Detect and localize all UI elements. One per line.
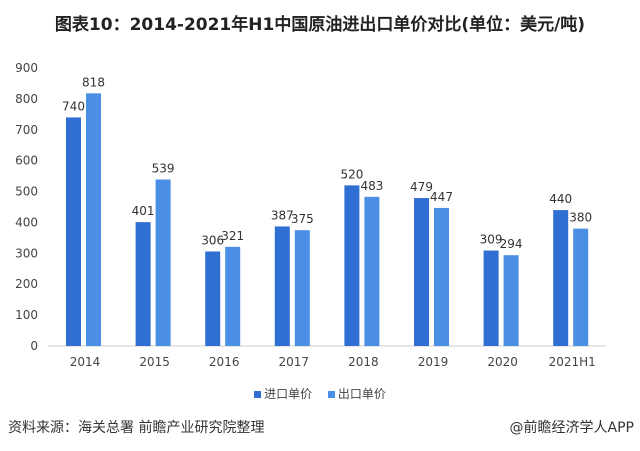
data-label: 380 [569,211,592,225]
bar [66,117,81,346]
bar [86,93,101,346]
data-label: 740 [62,99,85,113]
y-tick-label: 700 [15,123,38,137]
bar [573,228,589,346]
bar [483,250,499,346]
data-label: 387 [271,208,294,222]
source-note: 资料来源：海关总署 前瞻产业研究院整理 [8,420,265,436]
bar [205,251,221,346]
y-tick-label: 400 [15,215,38,229]
bar [135,222,151,346]
y-tick-label: 200 [15,277,38,291]
chart-plot: 0 100 200 300 400 500 600 700 800 900 2014 740 818 20… [15,61,606,369]
y-tick-label: 600 [15,154,38,168]
data-label: 440 [549,192,572,206]
y-tick-label: 0 [30,339,38,353]
bar [155,179,171,346]
data-label: 294 [500,237,523,251]
data-label: 306 [201,233,224,247]
y-tick-label: 100 [15,308,38,322]
legend-item-export[interactable]: 出口单价 [327,385,386,402]
y-tick-label: 300 [15,246,38,260]
data-label: 309 [480,233,503,247]
y-tick-label: 800 [15,92,38,106]
data-label: 479 [410,180,433,194]
legend-swatch [327,391,335,398]
x-tick-label: 2017 [279,355,310,369]
bar [344,185,360,346]
data-label: 539 [152,162,175,176]
data-label: 520 [340,167,363,181]
x-tick-label: 2014 [70,355,101,369]
data-label: 321 [221,229,244,243]
bar [434,207,449,346]
y-tick-label: 500 [15,185,38,199]
x-tick-label: 2015 [139,355,170,369]
legend: 进口单价 出口单价 [0,385,640,402]
credit: @前瞻经济学人APP [509,420,634,436]
chart-title: 图表10：2014-2021年H1中国原油进出口单价对比(单位：美元/吨) [54,15,586,35]
bar [503,255,519,346]
data-label: 401 [132,204,155,218]
x-tick-label: 2018 [348,355,379,369]
legend-label: 出口单价 [337,387,386,401]
bar [294,230,310,346]
data-label: 447 [430,190,453,204]
x-tick-label: 2019 [418,355,449,369]
x-tick-label: 2020 [487,355,518,369]
bar [225,246,241,346]
x-tick-label: 2021H1 [549,355,596,369]
legend-swatch [254,391,262,398]
bar [274,226,290,346]
legend-label: 进口单价 [264,387,313,401]
y-tick-label: 900 [15,61,38,75]
bar [553,210,569,346]
x-tick-label: 2016 [209,355,240,369]
data-label: 818 [82,75,105,89]
bar [414,198,429,346]
legend-item-import[interactable]: 进口单价 [254,385,312,402]
bar [364,196,380,346]
data-label: 483 [360,179,383,193]
data-label: 375 [291,212,314,226]
